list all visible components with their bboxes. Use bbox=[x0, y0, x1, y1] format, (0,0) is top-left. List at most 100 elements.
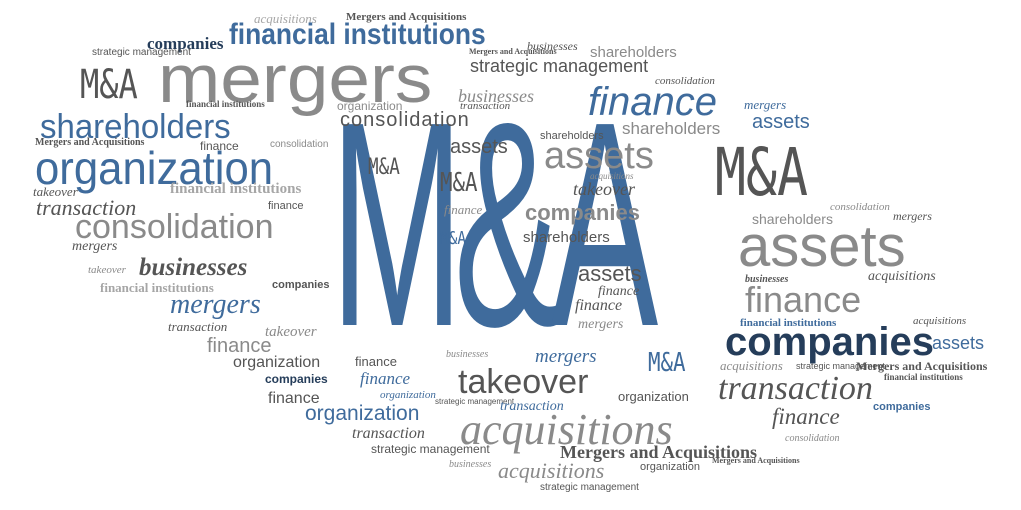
cloud-word-transaction: transaction bbox=[718, 370, 873, 407]
cloud-word-companies: companies bbox=[265, 372, 328, 386]
cloud-word-tender-offers: businesses bbox=[449, 459, 492, 470]
cloud-word-acquisitions: acquisitions bbox=[913, 315, 967, 327]
cloud-word-acquisitions: acquisitions bbox=[590, 171, 634, 181]
cloud-word-ma: M&A bbox=[440, 228, 467, 249]
cloud-word-strategic-management: strategic management bbox=[92, 47, 191, 58]
cloud-word-organization: organization bbox=[618, 389, 689, 404]
cloud-word-mergers-and-acquisitions: Mergers and Acquisitions bbox=[35, 137, 145, 148]
cloud-word-assets: assets bbox=[544, 135, 654, 177]
cloud-word-takeover: takeover bbox=[265, 324, 317, 340]
cloud-word-businesses: finance bbox=[207, 335, 272, 357]
cloud-word-mergers: mergers bbox=[535, 346, 597, 367]
cloud-word-companies: companies bbox=[725, 320, 934, 364]
cloud-word-finance: finance bbox=[598, 284, 640, 299]
cloud-word-acquisitions: acquisitions bbox=[868, 269, 936, 284]
cloud-word-mergers: mergers bbox=[744, 97, 787, 112]
cloud-word-ma-giant: M&A bbox=[330, 61, 658, 387]
cloud-word-consolidation: consolidation bbox=[75, 208, 274, 246]
cloud-word-mergers-and-acquisitions: Mergers and Acquisitions bbox=[856, 359, 988, 373]
cloud-word-businesses: finance bbox=[355, 354, 397, 369]
cloud-word-takeover: takeover bbox=[458, 363, 589, 401]
cloud-word-financial-institutions: financial institutions bbox=[100, 280, 214, 295]
cloud-word-assets: assets bbox=[932, 333, 985, 353]
cloud-word-financial-institutions: financial institutions bbox=[740, 317, 837, 329]
cloud-word-organization: organization bbox=[380, 389, 436, 401]
cloud-word-acquisitions: acquisitions bbox=[460, 405, 673, 454]
cloud-word-strategic-management: strategic management bbox=[435, 397, 515, 406]
cloud-word-strategic-management: strategic management bbox=[796, 361, 886, 371]
cloud-word-organization: organization bbox=[233, 354, 321, 371]
cloud-word-transaction: transaction bbox=[36, 195, 137, 220]
cloud-word-shareholders: shareholders bbox=[540, 130, 604, 142]
cloud-word-assets: assets bbox=[578, 261, 642, 286]
cloud-word-tender-offers: businesses bbox=[139, 254, 248, 281]
cloud-word-transaction: transaction bbox=[460, 100, 511, 112]
cloud-word-takeover: takeover bbox=[573, 179, 635, 199]
cloud-word-consolidation: consolidation bbox=[340, 109, 470, 131]
cloud-word-mergers: mergers bbox=[72, 239, 118, 254]
cloud-word-ma: M&A bbox=[368, 155, 400, 180]
cloud-word-shareholders: shareholders bbox=[622, 119, 721, 138]
cloud-word-mergers-and-acquisitions: Mergers and Acquisitions bbox=[560, 442, 758, 462]
cloud-word-transaction: transaction bbox=[500, 399, 564, 414]
cloud-word-financial-institutions: financial institutions bbox=[186, 99, 265, 109]
cloud-word-consolidation: consolidation bbox=[785, 433, 840, 444]
cloud-word-mergers-and-acquisitions: Mergers and Acquisitions bbox=[346, 11, 467, 23]
cloud-word-mergers: mergers bbox=[893, 209, 932, 223]
cloud-word-finance: finance bbox=[588, 80, 717, 124]
cloud-word-takeover: takeover bbox=[88, 264, 126, 276]
cloud-word-acquisitions: acquisitions bbox=[720, 358, 783, 373]
cloud-word-ma: M&A bbox=[440, 168, 478, 198]
cloud-word-mergers: mergers bbox=[578, 317, 624, 332]
cloud-word-tender-offers: businesses bbox=[446, 349, 489, 360]
cloud-word-transaction: transaction bbox=[168, 319, 228, 334]
cloud-word-businesses: finance bbox=[200, 139, 239, 153]
cloud-word-financial-institutions: financial institutions bbox=[170, 181, 302, 197]
cloud-word-financial-institutions: financial institutions bbox=[884, 372, 963, 382]
cloud-word-shareholders: shareholders bbox=[590, 44, 677, 61]
cloud-word-shareholders: shareholders bbox=[523, 229, 610, 246]
cloud-word-consolidation: consolidation bbox=[270, 139, 329, 150]
cloud-word-tender-offers: businesses bbox=[527, 39, 578, 53]
cloud-word-assets: assets bbox=[752, 111, 810, 133]
cloud-word-organization: organization bbox=[640, 461, 700, 473]
cloud-word-finance: finance bbox=[360, 369, 411, 388]
cloud-word-businesses: finance bbox=[268, 390, 320, 407]
cloud-word-assets: assets bbox=[738, 214, 906, 279]
cloud-word-strategic-management: strategic management bbox=[371, 442, 490, 456]
cloud-word-takeover: takeover bbox=[33, 184, 78, 199]
cloud-word-consolidation: consolidation bbox=[655, 75, 715, 87]
cloud-word-acquisitions: acquisitions bbox=[254, 11, 317, 26]
cloud-word-companies: companies bbox=[272, 279, 330, 291]
cloud-word-finance: finance bbox=[772, 404, 840, 429]
cloud-word-acquisitions: acquisitions bbox=[498, 458, 605, 483]
cloud-word-businesses: finance bbox=[745, 279, 862, 320]
cloud-word-transaction: transaction bbox=[352, 425, 425, 442]
cloud-word-tender-offers: businesses bbox=[745, 274, 789, 285]
cloud-word-companies: companies bbox=[873, 401, 931, 413]
cloud-word-ma: M&A bbox=[715, 134, 808, 211]
cloud-word-finance: finance bbox=[444, 202, 483, 217]
cloud-word-mergers: mergers bbox=[170, 289, 261, 320]
cloud-word-consolidation: consolidation bbox=[830, 201, 890, 213]
cloud-word-finance: finance bbox=[575, 297, 623, 314]
cloud-word-shareholders: shareholders bbox=[40, 108, 231, 146]
cloud-word-organization: organization bbox=[337, 99, 403, 113]
cloud-word-organization: organization bbox=[305, 402, 420, 425]
cloud-word-mergers-and-acquisitions: Mergers and Acquisitions bbox=[469, 47, 557, 56]
cloud-word-businesses: finance bbox=[268, 200, 304, 212]
cloud-word-shareholders: shareholders bbox=[752, 211, 833, 227]
cloud-word-mergers: mergers bbox=[158, 41, 433, 117]
cloud-word-companies: companies bbox=[525, 200, 640, 225]
cloud-word-financial-institutions: financial institutions bbox=[229, 18, 486, 51]
cloud-word-assets: assets bbox=[450, 136, 508, 158]
cloud-word-mergers-and-acquisitions: Mergers and Acquisitions bbox=[712, 456, 800, 465]
cloud-word-tender-offers: businesses bbox=[458, 86, 534, 106]
cloud-word-strategic-management: strategic management bbox=[540, 482, 639, 493]
cloud-word-companies: companies bbox=[147, 34, 224, 53]
cloud-word-strategic-management: strategic management bbox=[470, 56, 649, 76]
cloud-word-organization: organization bbox=[35, 142, 274, 194]
cloud-word-ma: M&A bbox=[80, 62, 138, 108]
cloud-word-ma: M&A bbox=[648, 348, 686, 378]
